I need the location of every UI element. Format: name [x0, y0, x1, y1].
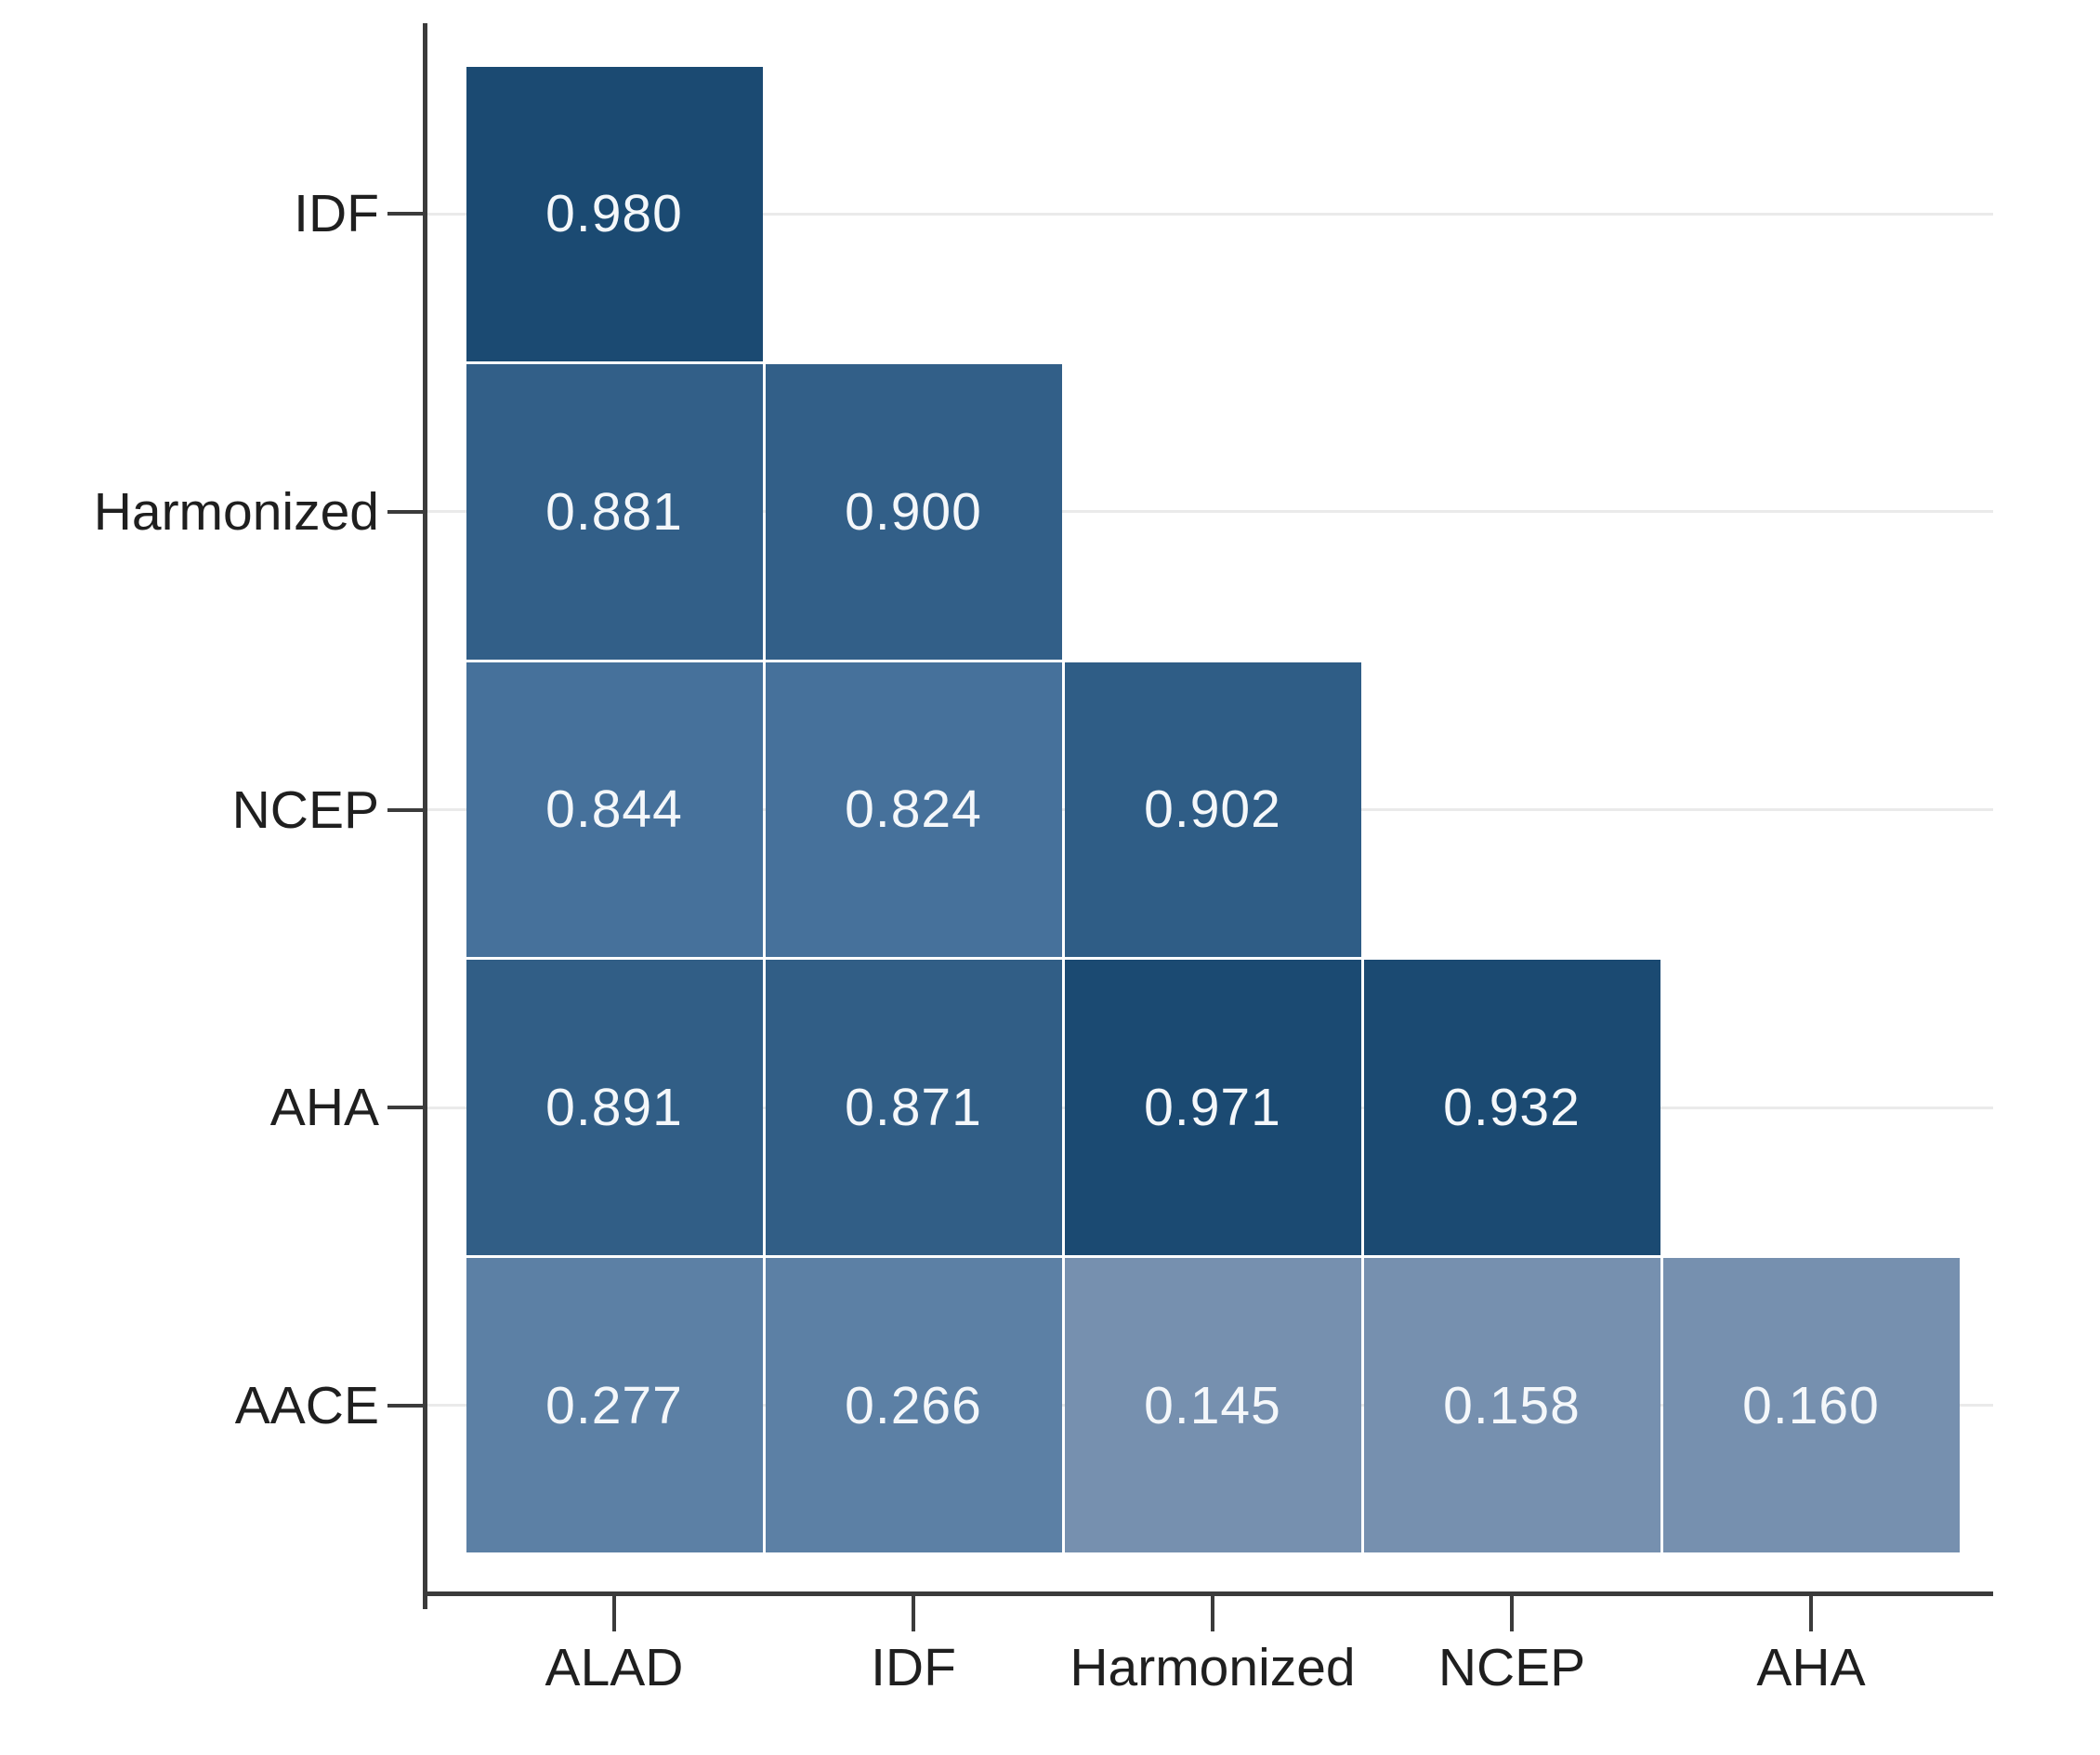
- cell-value: 0.824: [845, 779, 982, 840]
- heatmap-cell: 0.158: [1363, 1257, 1660, 1553]
- x-axis-line: [423, 1591, 1993, 1596]
- cell-value: 0.844: [545, 779, 683, 840]
- cell-value: 0.266: [845, 1375, 982, 1435]
- y-tick: [387, 509, 423, 514]
- x-tick: [1809, 1596, 1813, 1631]
- cell-value: 0.871: [845, 1078, 982, 1138]
- x-tick: [1211, 1596, 1214, 1631]
- y-tick: [387, 1106, 423, 1110]
- heatmap-cell: 0.145: [1064, 1257, 1361, 1553]
- heatmap-cell: 0.881: [466, 364, 763, 660]
- y-axis-label: AACE: [234, 1375, 379, 1435]
- heatmap-cell: 0.980: [466, 66, 763, 362]
- heatmap-cell: 0.932: [1363, 960, 1660, 1255]
- x-axis-label: ALAD: [545, 1638, 684, 1697]
- x-tick: [1510, 1596, 1514, 1631]
- heatmap-cell: 0.891: [466, 960, 763, 1255]
- y-axis-label: IDF: [294, 184, 379, 244]
- heatmap-cell: 0.277: [466, 1257, 763, 1553]
- cell-value: 0.158: [1443, 1375, 1581, 1435]
- heatmap-cell: 0.844: [466, 661, 763, 958]
- gridline: [427, 212, 1993, 216]
- y-tick: [387, 807, 423, 812]
- cell-value: 0.932: [1443, 1078, 1581, 1138]
- heatmap-cell: 0.900: [765, 364, 1062, 660]
- cell-value: 0.145: [1144, 1375, 1281, 1435]
- y-tick: [387, 1403, 423, 1408]
- y-axis-label: Harmonized: [93, 481, 379, 542]
- cell-value: 0.891: [545, 1078, 683, 1138]
- cell-value: 0.902: [1144, 779, 1281, 840]
- x-axis-label: IDF: [871, 1638, 956, 1697]
- y-axis-line: [423, 23, 427, 1609]
- cell-value: 0.900: [845, 481, 982, 542]
- x-axis-label: AHA: [1756, 1638, 1866, 1697]
- heatmap-cell: 0.266: [765, 1257, 1062, 1553]
- heatmap-cell: 0.902: [1064, 661, 1361, 958]
- cell-value: 0.971: [1144, 1078, 1281, 1138]
- y-axis-label: AHA: [269, 1078, 379, 1138]
- heatmap-cell: 0.971: [1064, 960, 1361, 1255]
- x-axis-label: NCEP: [1437, 1638, 1586, 1697]
- cell-value: 0.980: [545, 184, 683, 244]
- x-tick: [612, 1596, 616, 1631]
- x-tick: [912, 1596, 915, 1631]
- heatmap-cell: 0.824: [765, 661, 1062, 958]
- cell-value: 0.277: [545, 1375, 683, 1435]
- cell-value: 0.881: [545, 481, 683, 542]
- heatmap-cell: 0.160: [1662, 1257, 1960, 1553]
- gridline: [427, 510, 1993, 514]
- y-tick: [387, 212, 423, 216]
- heatmap-cell: 0.871: [765, 960, 1062, 1255]
- cell-value: 0.160: [1742, 1375, 1880, 1435]
- x-axis-label: Harmonized: [1070, 1638, 1356, 1697]
- y-axis-label: NCEP: [231, 779, 379, 840]
